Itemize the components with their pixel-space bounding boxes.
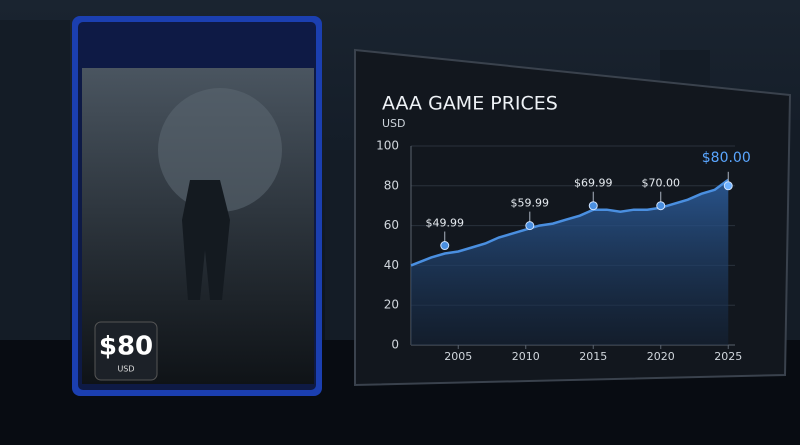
x-tick-label: 2015 bbox=[579, 350, 607, 363]
annotation-dot bbox=[723, 181, 733, 191]
y-tick-label: 100 bbox=[376, 139, 399, 153]
x-tick-label: 2020 bbox=[647, 350, 675, 363]
annotation-label: $59.99 bbox=[511, 197, 550, 210]
x-tick-label: 2025 bbox=[714, 350, 742, 363]
annotation-dot bbox=[656, 201, 666, 211]
annotation-label: $80.00 bbox=[702, 150, 751, 166]
badge-price: $80 bbox=[99, 332, 153, 362]
y-tick-label: 40 bbox=[384, 258, 399, 272]
y-tick-label: 0 bbox=[391, 338, 399, 352]
y-tick-label: 80 bbox=[384, 178, 399, 192]
moon bbox=[158, 88, 282, 212]
game-case: $80 USD bbox=[72, 16, 322, 396]
plot: 0 20 40 60 80 100 2005 2010 2015 2020 2025 $49.99 $5… bbox=[376, 139, 751, 364]
annotation-label: $69.99 bbox=[574, 177, 613, 190]
x-tick-label: 2005 bbox=[444, 350, 472, 363]
annotation-dot bbox=[440, 241, 450, 251]
chart-subtitle: USD bbox=[382, 117, 406, 130]
area bbox=[411, 179, 729, 345]
y-tick-label: 20 bbox=[384, 298, 399, 312]
annotation-label: $70.00 bbox=[642, 177, 681, 190]
annotation-dot bbox=[525, 221, 535, 231]
x-tick-label: 2010 bbox=[512, 350, 540, 363]
badge-unit: USD bbox=[117, 365, 134, 374]
y-tick-label: 60 bbox=[384, 218, 399, 232]
price-badge bbox=[94, 321, 158, 381]
annotation-label: $49.99 bbox=[426, 217, 465, 230]
line bbox=[410, 178, 730, 267]
chart-title: AAA GAME PRICES bbox=[382, 93, 558, 115]
soldier bbox=[182, 180, 230, 300]
annotation-dot bbox=[588, 201, 598, 211]
